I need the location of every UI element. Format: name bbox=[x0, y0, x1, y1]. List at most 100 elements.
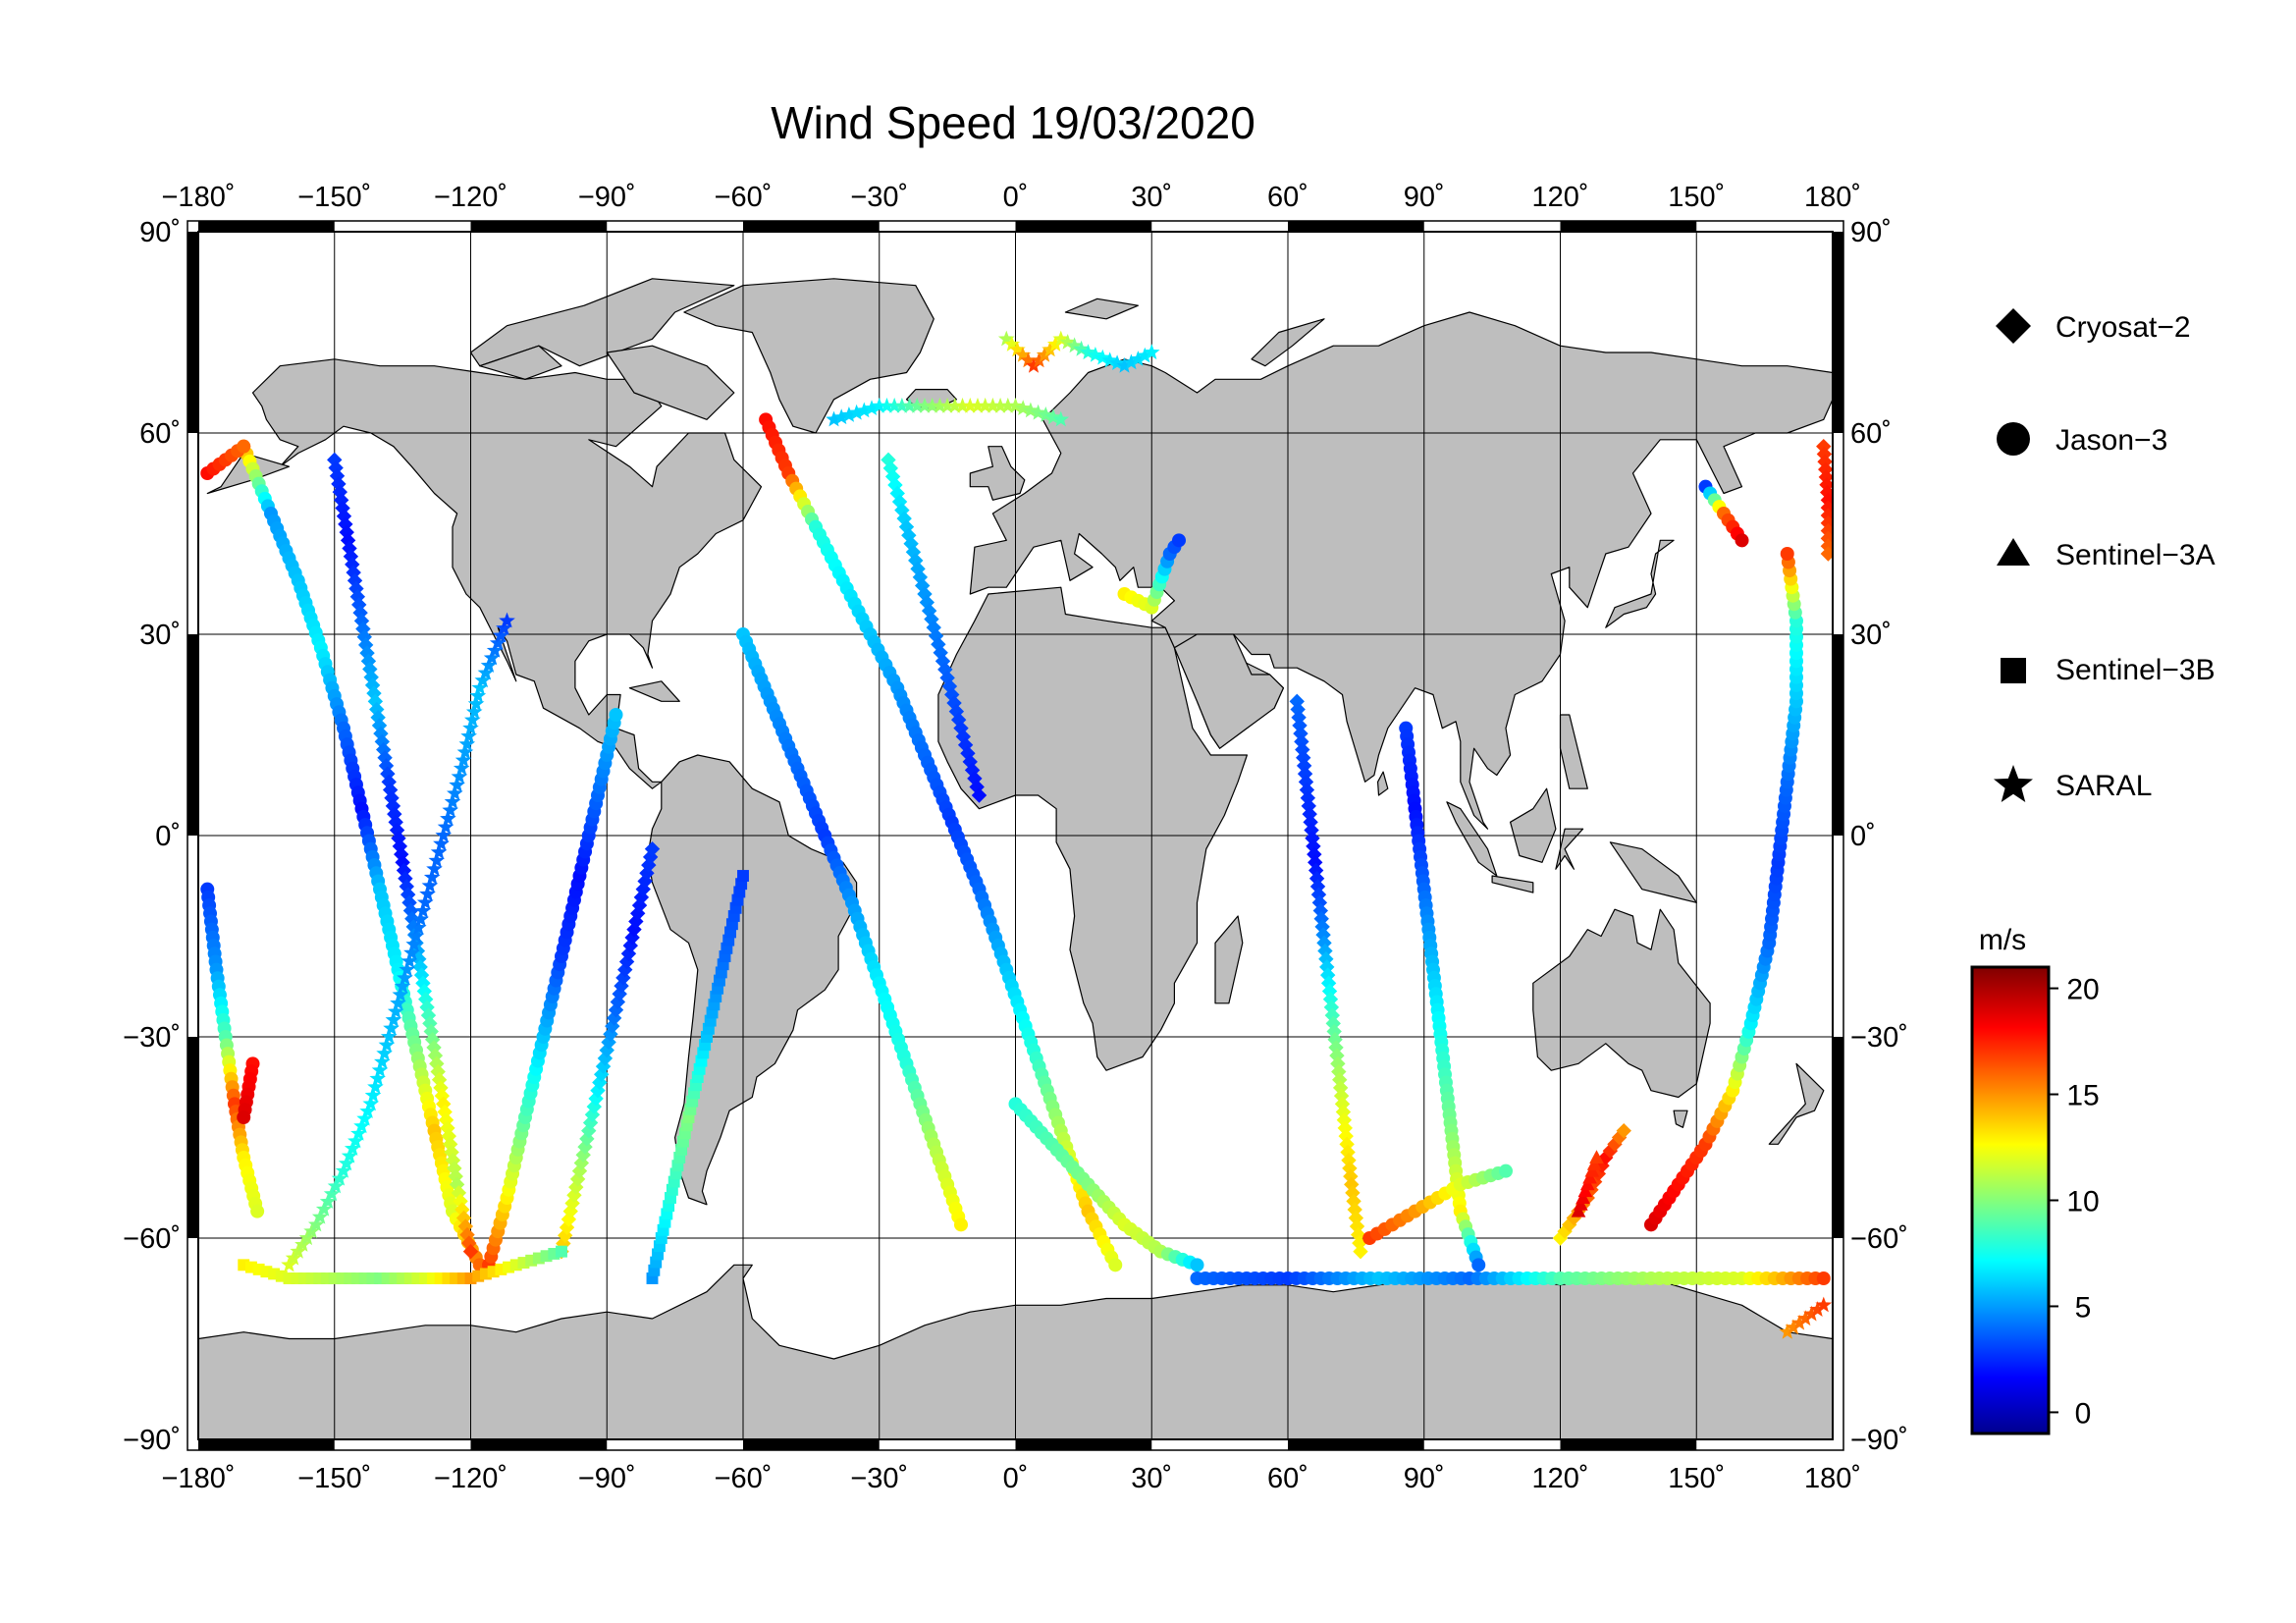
square-marker bbox=[677, 1135, 689, 1148]
land-north-america bbox=[251, 358, 763, 789]
legend-item-sentinel-3b: Sentinel−3B bbox=[2001, 654, 2216, 686]
star-marker bbox=[1030, 404, 1046, 420]
diamond-marker-icon bbox=[1996, 308, 2031, 344]
square-marker bbox=[344, 1272, 356, 1284]
diamond-marker bbox=[1311, 894, 1328, 911]
square-marker bbox=[548, 1247, 561, 1260]
diamond-marker bbox=[336, 509, 352, 524]
square-marker bbox=[366, 1272, 379, 1284]
frame-bar-bottom bbox=[1015, 1439, 1152, 1450]
star-marker bbox=[407, 927, 425, 944]
star-marker bbox=[1101, 352, 1118, 368]
triangle-marker bbox=[1589, 1150, 1604, 1163]
circle-marker bbox=[954, 1217, 968, 1232]
star-marker bbox=[946, 397, 964, 413]
diamond-marker bbox=[1349, 1218, 1365, 1234]
land-australia bbox=[1532, 908, 1711, 1099]
diamond-marker bbox=[592, 1074, 608, 1091]
land-sulawesi-philippines bbox=[1555, 828, 1584, 870]
diamond-marker bbox=[1315, 927, 1331, 943]
star-marker bbox=[403, 944, 420, 960]
star-marker bbox=[435, 827, 453, 843]
frame-bar-right bbox=[1833, 634, 1843, 836]
diamond-marker bbox=[360, 653, 377, 670]
star-marker bbox=[440, 810, 456, 826]
triangle-marker bbox=[1577, 1183, 1593, 1198]
diamond-marker bbox=[605, 1018, 620, 1034]
land-new-zealand bbox=[1768, 1062, 1825, 1145]
square-marker bbox=[721, 942, 733, 954]
land-eurasia bbox=[969, 311, 1833, 830]
diamond-marker bbox=[340, 532, 356, 549]
square-marker bbox=[657, 1223, 669, 1236]
star-marker bbox=[1041, 341, 1058, 357]
land-java bbox=[1491, 875, 1534, 893]
diamond-marker bbox=[1289, 693, 1305, 710]
star-marker bbox=[378, 1036, 396, 1053]
lat-tick-label-right: 30˚ bbox=[1850, 620, 1892, 651]
square-marker bbox=[671, 1160, 684, 1172]
star-marker bbox=[356, 1109, 373, 1126]
square-marker bbox=[669, 1167, 682, 1180]
frame-bar-top bbox=[743, 221, 880, 232]
lon-tick-label-top: −180˚ bbox=[162, 182, 236, 213]
star-marker bbox=[1009, 341, 1026, 357]
square-marker bbox=[659, 1216, 671, 1228]
diamond-marker bbox=[1318, 951, 1334, 967]
square-marker bbox=[652, 1248, 664, 1261]
frame-bar-bottom bbox=[1288, 1439, 1424, 1450]
star-marker bbox=[399, 960, 416, 977]
square-marker bbox=[706, 1006, 719, 1019]
square-marker bbox=[313, 1272, 326, 1284]
star-marker bbox=[444, 793, 461, 809]
frame-bar-top bbox=[470, 221, 608, 232]
square-marker bbox=[381, 1272, 394, 1284]
diamond-marker bbox=[1305, 831, 1320, 846]
square-marker bbox=[525, 1254, 538, 1267]
diamond-marker bbox=[441, 1128, 456, 1144]
diamond-marker bbox=[388, 814, 403, 831]
square-marker bbox=[689, 1079, 702, 1092]
star-marker bbox=[387, 1002, 404, 1019]
land-madagascar bbox=[1214, 915, 1244, 1004]
star-marker bbox=[449, 777, 465, 792]
star-marker bbox=[832, 408, 850, 425]
star-marker bbox=[1038, 406, 1054, 422]
star-marker bbox=[954, 397, 971, 413]
square-marker bbox=[456, 1272, 469, 1284]
diamond-marker bbox=[595, 1058, 612, 1074]
square-marker bbox=[434, 1272, 447, 1284]
land-cuba bbox=[628, 680, 680, 702]
star-marker bbox=[924, 397, 940, 413]
diamond-marker bbox=[597, 1051, 614, 1066]
diamond-marker bbox=[445, 1153, 461, 1168]
diamond-marker bbox=[639, 865, 655, 881]
star-marker bbox=[421, 877, 439, 893]
square-marker bbox=[655, 1232, 667, 1244]
star-marker bbox=[454, 751, 472, 768]
square-marker bbox=[268, 1268, 281, 1280]
star-marker bbox=[327, 1177, 345, 1194]
satellite-track bbox=[1362, 1163, 1513, 1245]
diamond-marker bbox=[1316, 935, 1332, 951]
star-marker bbox=[341, 1147, 358, 1163]
diamond-marker bbox=[1293, 726, 1308, 741]
star-marker bbox=[932, 397, 948, 413]
diamond-marker bbox=[620, 946, 637, 961]
star-marker bbox=[1095, 349, 1111, 365]
diamond-marker bbox=[1291, 710, 1307, 726]
diamond-marker bbox=[1353, 1243, 1368, 1260]
square-marker bbox=[283, 1272, 295, 1284]
star-marker bbox=[335, 1162, 352, 1178]
star-marker bbox=[1796, 1310, 1814, 1326]
star-marker bbox=[394, 978, 411, 994]
square-marker bbox=[727, 910, 740, 922]
square-marker bbox=[374, 1272, 386, 1284]
square-marker bbox=[427, 1272, 439, 1284]
diamond-marker bbox=[1336, 1112, 1353, 1128]
square-marker bbox=[650, 1256, 663, 1269]
triangle-marker bbox=[1573, 1197, 1588, 1211]
diamond-marker bbox=[561, 1212, 577, 1227]
star-marker bbox=[442, 801, 458, 818]
lon-tick-label-top: 180˚ bbox=[1804, 182, 1861, 213]
